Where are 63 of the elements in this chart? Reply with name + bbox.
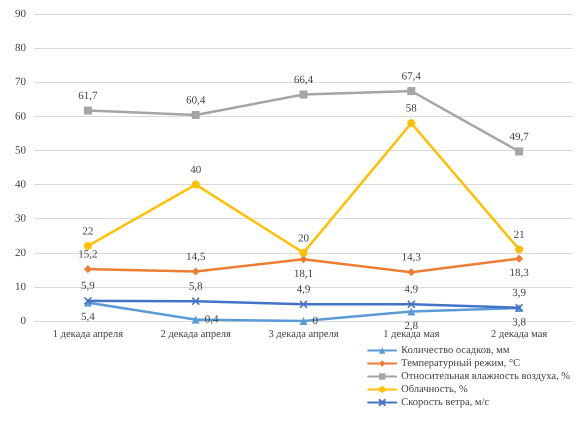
- point: [84, 242, 92, 250]
- data-label: 60,4: [186, 94, 206, 106]
- data-label: 4,9: [296, 284, 311, 296]
- x-tick-label: 2 декада апреля: [160, 329, 231, 340]
- point: [515, 147, 524, 156]
- point: [84, 106, 92, 115]
- data-label: 15,2: [78, 248, 98, 261]
- legend-label: Температурный режим, °С: [401, 358, 520, 369]
- y-tick-label: 30: [15, 212, 26, 225]
- x-tick-label: 2 декада мая: [491, 329, 548, 340]
- data-label: 40: [190, 164, 202, 176]
- y-tick-label: 70: [15, 76, 26, 88]
- legend-label: Количество осадков, мм: [401, 345, 510, 356]
- point: [407, 307, 416, 316]
- data-label: 67,4: [402, 70, 422, 83]
- x-tick-label: 1 декада мая: [383, 329, 440, 340]
- y-tick-label: 20: [15, 246, 26, 259]
- data-label: 2,8: [404, 320, 419, 332]
- x-tick-label: 1 декада апреля: [52, 329, 124, 340]
- point: [191, 296, 200, 306]
- data-label: 14,5: [186, 251, 206, 264]
- point: [407, 300, 416, 309]
- point: [192, 110, 200, 119]
- point: [407, 268, 416, 276]
- data-label: 5,8: [188, 280, 204, 292]
- data-label: 3,9: [512, 286, 526, 299]
- legend-label: Скорость ветра, м/с: [401, 397, 490, 408]
- data-label: 14,3: [402, 252, 422, 264]
- point: [407, 119, 416, 128]
- data-label: 21: [514, 228, 525, 241]
- y-tick-label: 90: [15, 8, 26, 20]
- data-label: 4,9: [404, 284, 419, 296]
- data-label: 66,4: [294, 74, 314, 86]
- legend-label: Облачность, %: [401, 384, 468, 395]
- data-label: 5,9: [81, 280, 96, 292]
- data-label: 18,3: [509, 267, 530, 280]
- point: [192, 316, 200, 324]
- point: [300, 317, 308, 325]
- data-label: 58: [406, 102, 418, 115]
- point: [407, 87, 416, 96]
- y-tick-label: 80: [15, 42, 26, 54]
- point: [300, 248, 308, 257]
- point: [515, 245, 524, 254]
- point: [299, 300, 308, 309]
- y-tick-label: 50: [15, 144, 26, 156]
- data-label: 20: [298, 232, 310, 244]
- x-tick-label: 3 декада апреля: [268, 329, 339, 340]
- point: [515, 254, 524, 263]
- data-label: 18,1: [294, 268, 314, 280]
- point: [192, 180, 200, 189]
- y-tick-label: 0: [20, 315, 26, 327]
- point: [192, 268, 200, 276]
- y-tick-label: 10: [15, 280, 26, 293]
- point: [300, 90, 308, 98]
- data-label: 22: [82, 225, 94, 238]
- point: [84, 265, 92, 274]
- data-label: 5,4: [81, 311, 96, 324]
- y-tick-label: 60: [15, 110, 26, 122]
- legend-label: Относительная влажность воздуха, %: [401, 371, 570, 382]
- y-tick-label: 40: [15, 178, 26, 191]
- data-label: 61,7: [78, 90, 98, 102]
- data-label: 3,8: [512, 316, 526, 329]
- data-label: 49,7: [509, 130, 530, 143]
